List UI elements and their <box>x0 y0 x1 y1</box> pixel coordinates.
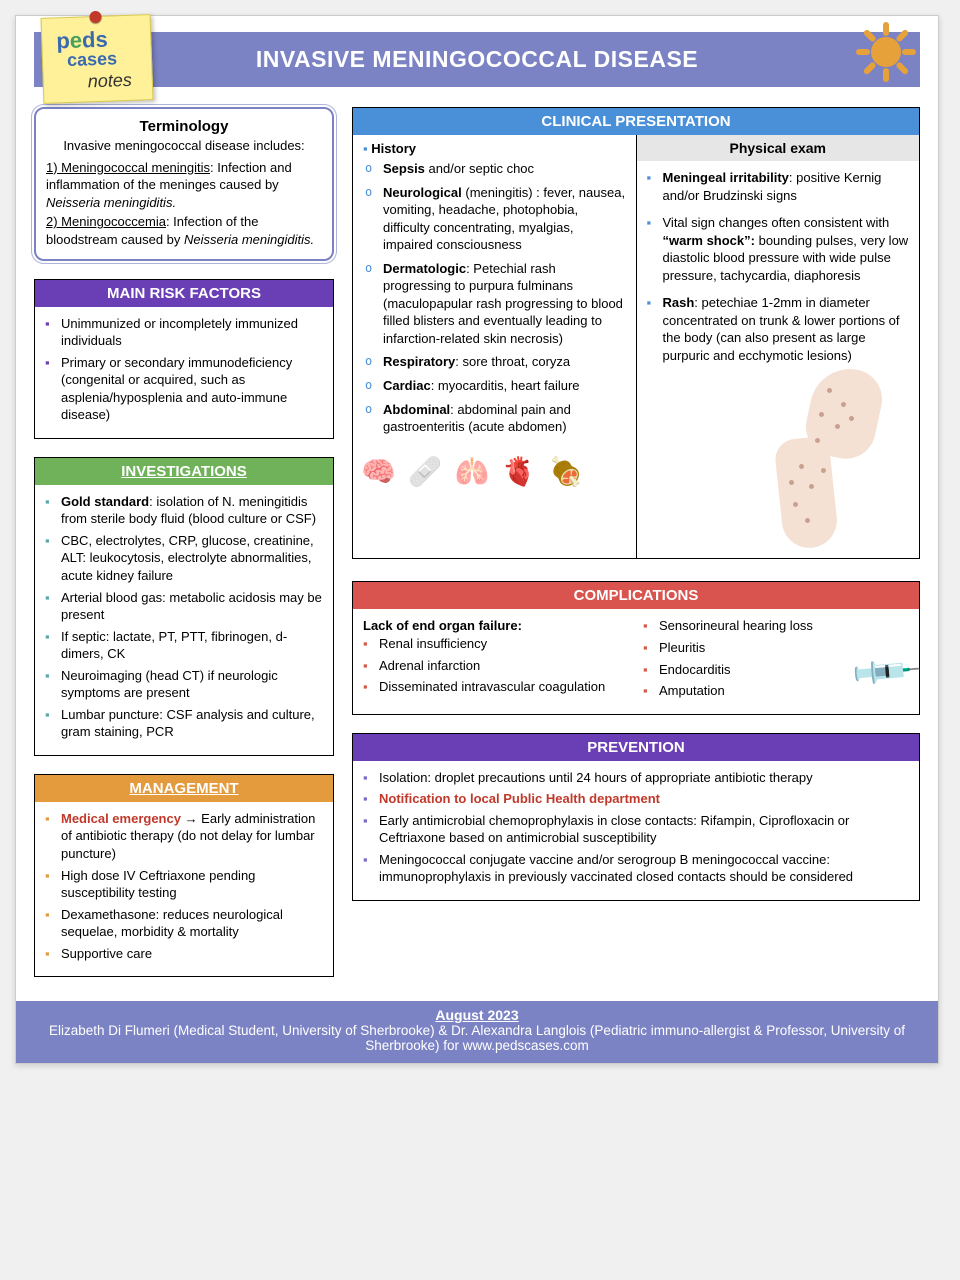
header: peds cases notes INVASIVE MENINGOCOCCAL … <box>34 16 920 87</box>
arm-rash-illustration <box>749 368 909 548</box>
list-item: Dermatologic: Petechial rash progressing… <box>363 260 626 348</box>
footer: August 2023 Elizabeth Di Flumeri (Medica… <box>16 1001 938 1063</box>
clinical-title: CLINICAL PRESENTATION <box>353 108 919 135</box>
list-item: Sensorineural hearing loss <box>643 617 909 635</box>
risk-factors-section: MAIN RISK FACTORS Unimmunized or incompl… <box>34 279 334 439</box>
list-item: Cardiac: myocarditis, heart failure <box>363 377 626 395</box>
complications-left: Lack of end organ failure: Renal insuffi… <box>363 617 629 703</box>
prevention-list: Isolation: droplet precautions until 24 … <box>363 769 909 886</box>
list-item: High dose IV Ceftriaxone pending suscept… <box>45 867 323 902</box>
list-item: Disseminated intravascular coagulation <box>363 678 629 696</box>
investigations-list: Gold standard: isolation of N. meningiti… <box>45 493 323 741</box>
list-item: Medical emergency → Early administration… <box>45 810 323 863</box>
organ-icons: 🧠 🩹 🫁 🫀 🍖 <box>353 452 636 496</box>
complications-lead: Lack of end organ failure: <box>363 617 629 635</box>
terminology-item-1: 1) Meningococcal meningitis: Infection a… <box>46 159 322 212</box>
prevention-section: PREVENTION Isolation: droplet precaution… <box>352 733 920 901</box>
footer-credits: Elizabeth Di Flumeri (Medical Student, U… <box>46 1023 908 1053</box>
terminology-title: Terminology <box>46 117 322 137</box>
list-item: Rash: petechiae 1-2mm in diameter concen… <box>647 294 910 364</box>
terminology-box: Terminology Invasive meningococcal disea… <box>34 107 334 261</box>
list-item: Respiratory: sore throat, coryza <box>363 353 626 371</box>
management-list: Medical emergency → Early administration… <box>45 810 323 962</box>
investigations-section: INVESTIGATIONS Gold standard: isolation … <box>34 457 334 756</box>
prevention-title: PREVENTION <box>353 734 919 761</box>
phys-exam-column: Physical exam Meningeal irritability: po… <box>637 135 920 558</box>
phys-list: Meningeal irritability: positive Kernig … <box>647 169 910 364</box>
list-item: Sepsis and/or septic choc <box>363 160 626 178</box>
complications-left-list: Renal insufficiency Adrenal infarction D… <box>363 635 629 696</box>
list-item: Notification to local Public Health depa… <box>363 790 909 808</box>
management-section: MANAGEMENT Medical emergency → Early adm… <box>34 774 334 977</box>
logo-line3: notes <box>87 70 132 93</box>
history-list: Sepsis and/or septic choc Neurological (… <box>363 160 626 436</box>
list-item: Lumbar puncture: CSF analysis and cultur… <box>45 706 323 741</box>
logo-line2: cases <box>67 48 118 71</box>
list-item: Meningeal irritability: positive Kernig … <box>647 169 910 204</box>
terminology-sub: Invasive meningococcal disease includes: <box>46 137 322 155</box>
columns: Terminology Invasive meningococcal disea… <box>34 107 920 995</box>
right-column: CLINICAL PRESENTATION History Sepsis and… <box>352 107 920 995</box>
list-item: Renal insufficiency <box>363 635 629 653</box>
list-item: Meningococcal conjugate vaccine and/or s… <box>363 851 909 886</box>
terminology-item-2: 2) Meningococcemia: Infection of the blo… <box>46 213 322 248</box>
list-item: Neuroimaging (head CT) if neurologic sym… <box>45 667 323 702</box>
list-item: Neurological (meningitis) : fever, nause… <box>363 184 626 254</box>
virus-icon <box>856 22 916 82</box>
left-column: Terminology Invasive meningococcal disea… <box>34 107 334 995</box>
heart-icon: 🫀 <box>502 458 537 486</box>
list-item: Abdominal: abdominal pain and gastroente… <box>363 401 626 436</box>
list-item: Early antimicrobial chemoprophylaxis in … <box>363 812 909 847</box>
list-item: Adrenal infarction <box>363 657 629 675</box>
clinical-columns: History Sepsis and/or septic choc Neurol… <box>353 135 919 558</box>
list-item: Arterial blood gas: metabolic acidosis m… <box>45 589 323 624</box>
lungs-icon: 🫁 <box>455 458 490 486</box>
history-column: History Sepsis and/or septic choc Neurol… <box>353 135 637 558</box>
list-item: Dexamethasone: reduces neurological sequ… <box>45 906 323 941</box>
footer-date: August 2023 <box>46 1007 908 1023</box>
page-title: INVASIVE MENINGOCOCCAL DISEASE <box>34 32 920 87</box>
phys-exam-label: Physical exam <box>637 135 920 161</box>
risk-list: Unimmunized or incompletely immunized in… <box>45 315 323 424</box>
clinical-presentation-section: CLINICAL PRESENTATION History Sepsis and… <box>352 107 920 559</box>
list-item: Vital sign changes often consistent with… <box>647 214 910 284</box>
complications-title: COMPLICATIONS <box>353 582 919 609</box>
pedscases-logo: peds cases notes <box>41 14 154 104</box>
list-item: Unimmunized or incompletely immunized in… <box>45 315 323 350</box>
history-label: History <box>353 135 636 156</box>
page: peds cases notes INVASIVE MENINGOCOCCAL … <box>15 15 939 1064</box>
bandage-icon: 🩹 <box>408 458 443 486</box>
list-item: Isolation: droplet precautions until 24 … <box>363 769 909 787</box>
list-item: Primary or secondary immunodeficiency (c… <box>45 354 323 424</box>
risk-factors-title: MAIN RISK FACTORS <box>35 280 333 307</box>
management-title: MANAGEMENT <box>35 775 333 802</box>
pin-icon <box>89 11 101 23</box>
list-item: CBC, electrolytes, CRP, glucose, creatin… <box>45 532 323 585</box>
stomach-icon: 🍖 <box>549 458 584 486</box>
investigations-title: INVESTIGATIONS <box>35 458 333 485</box>
list-item: If septic: lactate, PT, PTT, fibrinogen,… <box>45 628 323 663</box>
complications-right: Sensorineural hearing loss Pleuritis End… <box>643 617 909 703</box>
brain-icon: 🧠 <box>361 458 396 486</box>
list-item: Supportive care <box>45 945 323 963</box>
complications-section: COMPLICATIONS Lack of end organ failure:… <box>352 581 920 714</box>
list-item: Gold standard: isolation of N. meningiti… <box>45 493 323 528</box>
